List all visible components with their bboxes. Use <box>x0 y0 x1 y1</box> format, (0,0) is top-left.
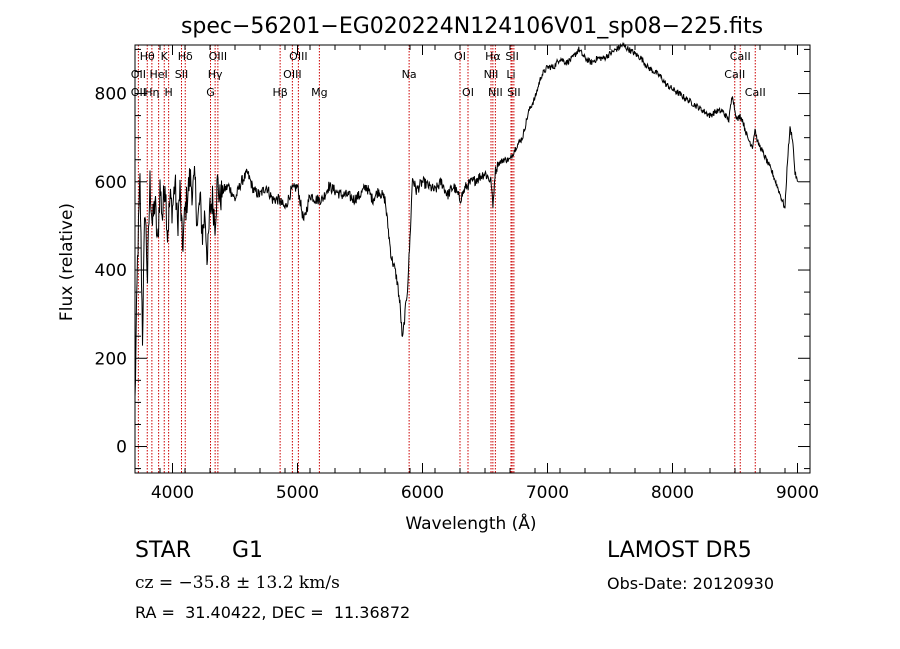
line-label: Hγ <box>208 68 223 81</box>
line-label: NII <box>488 86 503 99</box>
line-label: H <box>164 86 172 99</box>
line-label: CaII <box>724 68 745 81</box>
y-tick-label: 600 <box>95 173 127 193</box>
y-axis-label: Flux (relative) <box>57 203 77 321</box>
line-label: NII <box>484 68 499 81</box>
chart-title: spec−56201−EG020224N124106V01_sp08−225.f… <box>181 14 763 39</box>
x-axis: 4000 5000 6000 7000 8000 9000 <box>134 45 819 503</box>
line-label: Hα <box>485 50 501 63</box>
y-tick-label: 200 <box>95 349 127 369</box>
line-label: CaII <box>745 86 766 99</box>
plot-frame <box>134 44 811 474</box>
x-tick-label: 7000 <box>526 483 569 503</box>
line-label: OIII <box>289 50 307 63</box>
line-label: G <box>206 86 215 99</box>
observation-date: Obs-Date: 20120930 <box>607 574 775 593</box>
line-label: OI <box>462 86 474 99</box>
line-label: OII <box>131 68 146 81</box>
spectrum-series <box>134 41 798 397</box>
spectrum-line <box>134 41 798 397</box>
line-label: Hθ <box>140 50 155 63</box>
x-axis-label: Wavelength (Å) <box>405 512 536 534</box>
line-label: CaII <box>730 50 751 63</box>
coordinates: RA = 31.40422, DEC = 11.36872 <box>135 603 411 622</box>
object-class: STAR <box>135 538 192 563</box>
line-label: HeI <box>149 68 167 81</box>
object-subclass: G1 <box>232 538 264 563</box>
y-tick-label: 800 <box>95 85 127 105</box>
line-label: SII <box>507 86 520 99</box>
survey-name: LAMOST DR5 <box>607 538 752 563</box>
x-tick-label: 5000 <box>276 483 319 503</box>
y-axis: 0 200 400 600 800 <box>95 48 810 470</box>
line-markers <box>137 45 756 473</box>
x-tick-label: 6000 <box>401 483 444 503</box>
line-label: Hδ <box>178 50 193 63</box>
x-tick-label: 4000 <box>151 483 194 503</box>
y-tick-label: 400 <box>95 261 127 281</box>
line-label: SII <box>505 50 518 63</box>
line-label: OI <box>454 50 466 63</box>
line-label: Mg <box>311 86 327 99</box>
line-label: Na <box>402 68 417 81</box>
line-label: Hβ <box>272 86 287 99</box>
line-label: Li <box>506 68 515 81</box>
line-label: SII <box>175 68 188 81</box>
redshift-velocity: cz = −35.8 ± 13.2 km/s <box>135 573 340 593</box>
line-labels: Hθ K Hδ OIII OIII OI Hα SII CaII OII HeI SII Hγ OIII N… <box>131 50 766 99</box>
line-label: K <box>161 50 169 63</box>
x-tick-label: 8000 <box>651 483 694 503</box>
x-tick-label: 9000 <box>776 483 819 503</box>
y-tick-label: 0 <box>116 438 127 458</box>
line-label: OIII <box>283 68 301 81</box>
line-label: OIII <box>209 50 227 63</box>
line-label: Hη <box>144 86 159 99</box>
